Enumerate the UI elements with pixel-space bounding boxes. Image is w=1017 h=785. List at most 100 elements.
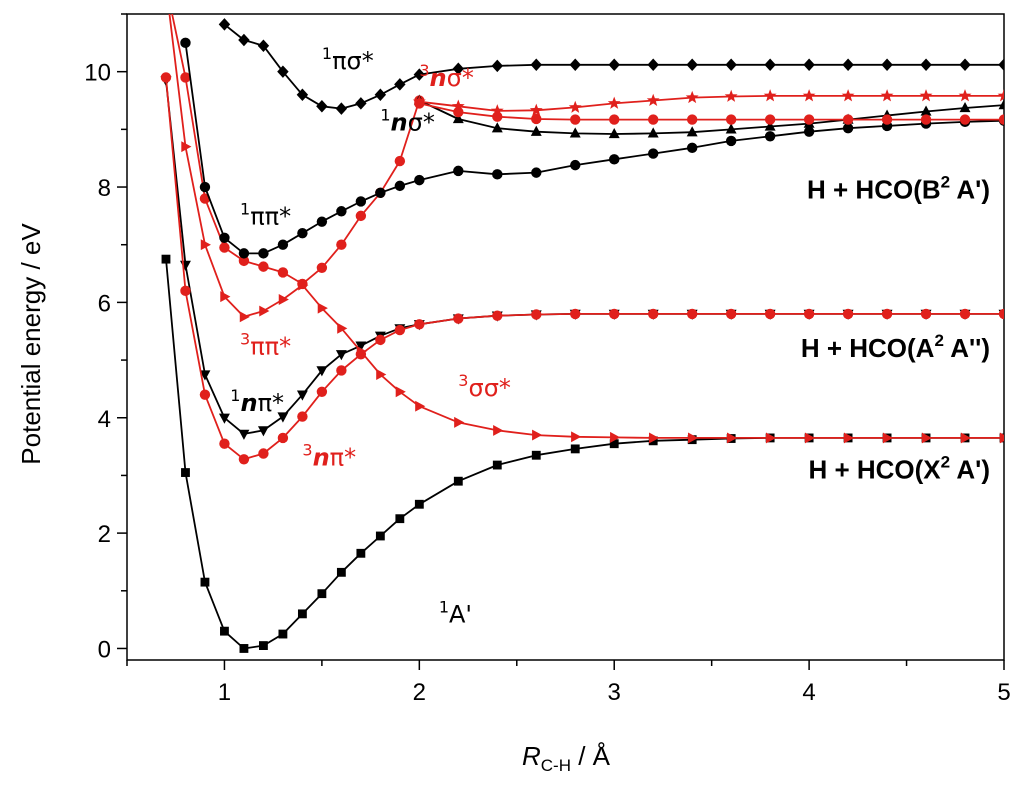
data-point (725, 114, 737, 125)
curve-label-nsigma3: 3nσ* (419, 61, 474, 92)
data-point (316, 262, 328, 273)
data-point (238, 454, 250, 465)
data-point (529, 103, 543, 116)
x-axis-title-unit: / Å (571, 741, 611, 771)
data-point (336, 567, 346, 577)
curve-label-body: σ* (447, 64, 474, 92)
curve-label-body: πσ* (332, 47, 374, 75)
data-point (726, 432, 738, 444)
data-point (297, 609, 307, 619)
data-point (725, 308, 737, 320)
data-point (375, 531, 385, 541)
plot-frame (126, 13, 1005, 661)
curve-label-body: ππ* (250, 332, 291, 360)
data-point (842, 308, 854, 320)
x-tick-label: 2 (413, 679, 426, 706)
data-point (335, 102, 348, 115)
series-6 (218, 18, 1004, 115)
data-point (453, 165, 464, 177)
data-point (803, 308, 815, 320)
data-point (531, 113, 542, 125)
asymptote-label-a2: H + HCO(A2 A'') (801, 331, 990, 363)
data-point (296, 88, 309, 101)
data-point (843, 432, 855, 444)
data-point (609, 308, 620, 320)
data-point (336, 365, 347, 376)
data-point (317, 302, 328, 314)
curve-label-italic: n (313, 444, 330, 472)
data-point (491, 59, 504, 73)
data-point (921, 432, 933, 444)
series-line-8 (419, 102, 1004, 121)
curve-label-pisigma1: 1πσ* (322, 44, 374, 75)
data-point (199, 389, 211, 400)
data-point (219, 438, 230, 449)
data-point (375, 187, 386, 199)
data-point (569, 127, 581, 138)
data-point (999, 432, 1004, 444)
data-point (277, 239, 289, 250)
data-point (764, 308, 776, 320)
data-point (532, 429, 543, 441)
series-line-7 (418, 99, 1004, 135)
data-point (219, 232, 230, 243)
data-point (607, 96, 621, 109)
data-point (238, 248, 250, 259)
data-point (219, 242, 230, 253)
data-point (451, 99, 465, 112)
plot-area (126, 13, 1005, 661)
asymptote-label-tail: A') (950, 454, 990, 484)
series-4 (171, 14, 425, 290)
data-point (764, 131, 776, 142)
data-point (998, 308, 1004, 320)
data-point (336, 239, 347, 250)
data-point (277, 432, 289, 444)
y-axis-title: Potential energy / eV (16, 223, 46, 465)
data-point (413, 68, 426, 81)
data-point (415, 400, 426, 412)
curve-label-pipi3: 3ππ* (240, 329, 291, 360)
data-point (394, 180, 406, 192)
data-point (880, 89, 894, 102)
data-point (959, 114, 971, 125)
data-point (725, 123, 737, 134)
data-point (803, 126, 815, 137)
data-point (412, 94, 426, 108)
series-layer (160, 14, 1004, 653)
data-point (571, 431, 582, 443)
data-point (218, 413, 230, 424)
data-point (882, 432, 894, 444)
data-point (316, 386, 328, 397)
asymptote-label-sup: 2 (934, 331, 943, 350)
data-point (180, 72, 191, 83)
data-point (259, 305, 270, 317)
data-point (277, 412, 289, 423)
data-point (336, 206, 347, 217)
data-point (610, 431, 621, 443)
data-point (920, 105, 932, 116)
data-point (394, 324, 406, 336)
data-point (570, 308, 581, 320)
series-line-2 (165, 77, 1004, 461)
data-point (802, 89, 816, 102)
curve-label-sup: 3 (458, 371, 468, 390)
data-point (414, 174, 425, 186)
data-point (647, 58, 659, 71)
data-point (570, 444, 580, 454)
data-point (998, 58, 1004, 71)
data-point (258, 261, 269, 272)
data-point (531, 167, 542, 178)
data-point (960, 432, 972, 444)
curve-label-body: π* (258, 389, 284, 417)
data-point (570, 159, 581, 171)
series-8 (414, 98, 1004, 125)
curve-label-ground1: 1A' (439, 598, 472, 629)
curve-label-sup: 1 (322, 44, 332, 63)
data-point (374, 88, 387, 101)
data-point (649, 432, 660, 444)
curve-label-sigmasigma3: 3σσ* (458, 371, 511, 402)
data-point (686, 114, 698, 125)
data-point (200, 239, 211, 251)
curve-label-body: π* (330, 444, 356, 472)
